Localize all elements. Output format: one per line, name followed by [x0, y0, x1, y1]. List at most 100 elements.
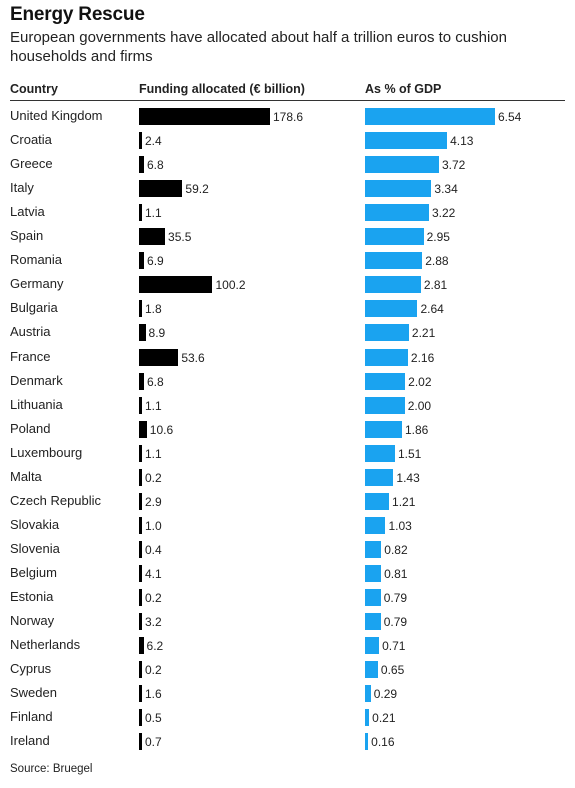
gdp-share-value-label: 0.21	[372, 711, 396, 726]
gdp-share-bar	[365, 709, 370, 727]
funding-value-label: 0.2	[145, 591, 162, 605]
gdp-share-value-label: 1.03	[388, 518, 412, 533]
funding-bar	[139, 252, 145, 270]
funding-bar	[139, 516, 142, 534]
gdp-share-bar	[365, 108, 495, 125]
gdp-share-value-label: 0.82	[384, 542, 408, 557]
country-label: Romania	[10, 252, 63, 268]
country-label: Luxembourg	[10, 444, 83, 460]
funding-value-label: 53.6	[181, 350, 205, 365]
country-label: Denmark	[10, 372, 63, 388]
funding-value-label: 10.6	[149, 422, 174, 437]
country-label: Poland	[10, 420, 51, 436]
funding-bar	[139, 564, 142, 582]
funding-value-label: 0.4	[145, 542, 162, 557]
gdp-share-value-label: 1.21	[392, 494, 416, 509]
country-label: Lithuania	[10, 396, 63, 412]
gdp-share-bar	[365, 613, 381, 631]
gdp-share-value-label: 1.51	[398, 446, 422, 461]
gdp-share-value-label: 2.00	[407, 398, 432, 413]
funding-value-label: 1.6	[145, 687, 162, 702]
funding-value-label: 2.9	[145, 494, 162, 509]
funding-value-label: 2.4	[145, 134, 162, 149]
country-label: Cyprus	[10, 661, 52, 677]
funding-bar	[139, 613, 142, 631]
gdp-share-value-label: 0.16	[371, 735, 395, 750]
funding-bar	[139, 180, 183, 198]
funding-bar	[139, 132, 142, 150]
gdp-share-bar	[365, 372, 406, 390]
gdp-share-bar	[365, 564, 382, 582]
funding-value-label: 4.1	[145, 566, 162, 581]
country-label: Ireland	[10, 733, 50, 749]
funding-value-label: 1.1	[145, 398, 162, 413]
gdp-share-value-label: 4.13	[450, 134, 474, 149]
gdp-share-value-label: 2.95	[426, 230, 450, 245]
funding-value-label: 1.1	[145, 206, 162, 221]
funding-value-label: 0.2	[145, 470, 162, 485]
gdp-share-value-label: 2.88	[425, 254, 449, 269]
gdp-share-bar	[365, 733, 369, 751]
funding-bar	[139, 468, 142, 486]
funding-bar	[139, 204, 142, 222]
gdp-share-bar	[365, 132, 448, 150]
gdp-share-value-label: 2.21	[411, 326, 436, 341]
country-label: Spain	[10, 228, 44, 244]
funding-bar	[139, 637, 144, 655]
gdp-share-value-label: 1.43	[396, 470, 420, 485]
gdp-share-value-label: 2.16	[410, 350, 435, 365]
funding-bar	[139, 540, 142, 558]
country-label: Estonia	[10, 589, 54, 604]
gdp-share-value-label: 0.29	[373, 687, 398, 702]
gdp-share-value-label: 0.81	[384, 566, 408, 581]
country-label: Netherlands	[10, 637, 81, 653]
gdp-share-bar	[365, 348, 408, 366]
gdp-share-value-label: 3.22	[432, 206, 456, 221]
funding-bar	[139, 685, 142, 703]
country-label: Austria	[10, 324, 51, 340]
funding-bar	[139, 661, 142, 679]
funding-bar	[139, 372, 144, 390]
gdp-share-value-label: 0.79	[383, 615, 408, 630]
funding-value-label: 6.8	[146, 158, 164, 173]
funding-value-label: 100.2	[215, 278, 246, 293]
country-label: Finland	[10, 709, 53, 725]
gdp-share-bar	[365, 252, 423, 270]
gdp-share-value-label: 0.71	[382, 639, 406, 654]
gdp-share-bar	[365, 516, 386, 534]
gdp-share-bar	[365, 637, 380, 655]
gdp-share-bar	[365, 468, 394, 486]
gdp-share-bar	[365, 589, 381, 606]
country-label: Malta	[10, 468, 42, 484]
column-header-gdp: As % of GDP	[365, 82, 442, 96]
funding-value-label: 59.2	[185, 182, 209, 197]
funding-bar	[139, 276, 213, 294]
gdp-share-value-label: 6.54	[498, 110, 522, 124]
gdp-share-bar	[365, 228, 424, 246]
chart-subtitle: European governments have allocated abou…	[10, 29, 507, 65]
country-label: Bulgaria	[10, 300, 58, 316]
funding-bar	[139, 156, 144, 174]
gdp-share-bar	[365, 540, 382, 558]
gdp-share-bar	[365, 156, 439, 174]
gdp-share-value-label: 1.86	[404, 422, 429, 437]
column-header-country: Country	[10, 82, 58, 96]
country-label: Czech Republic	[10, 492, 102, 508]
funding-value-label: 6.8	[146, 374, 164, 389]
funding-bar	[139, 733, 142, 751]
header-rule	[10, 100, 565, 101]
funding-value-label: 0.2	[145, 663, 162, 678]
source-note: Source: Bruegel	[10, 763, 93, 775]
gdp-share-value-label: 0.79	[383, 591, 408, 605]
funding-value-label: 1.8	[145, 302, 162, 317]
funding-bar	[139, 348, 179, 366]
country-label: United Kingdom	[10, 108, 103, 123]
country-label: Latvia	[10, 204, 45, 220]
gdp-share-value-label: 2.64	[420, 302, 444, 317]
funding-bar	[139, 492, 142, 510]
gdp-share-bar	[365, 492, 390, 510]
gdp-share-bar	[365, 276, 421, 294]
country-label: France	[10, 348, 51, 364]
funding-value-label: 3.2	[145, 615, 162, 630]
funding-bar	[139, 396, 142, 414]
